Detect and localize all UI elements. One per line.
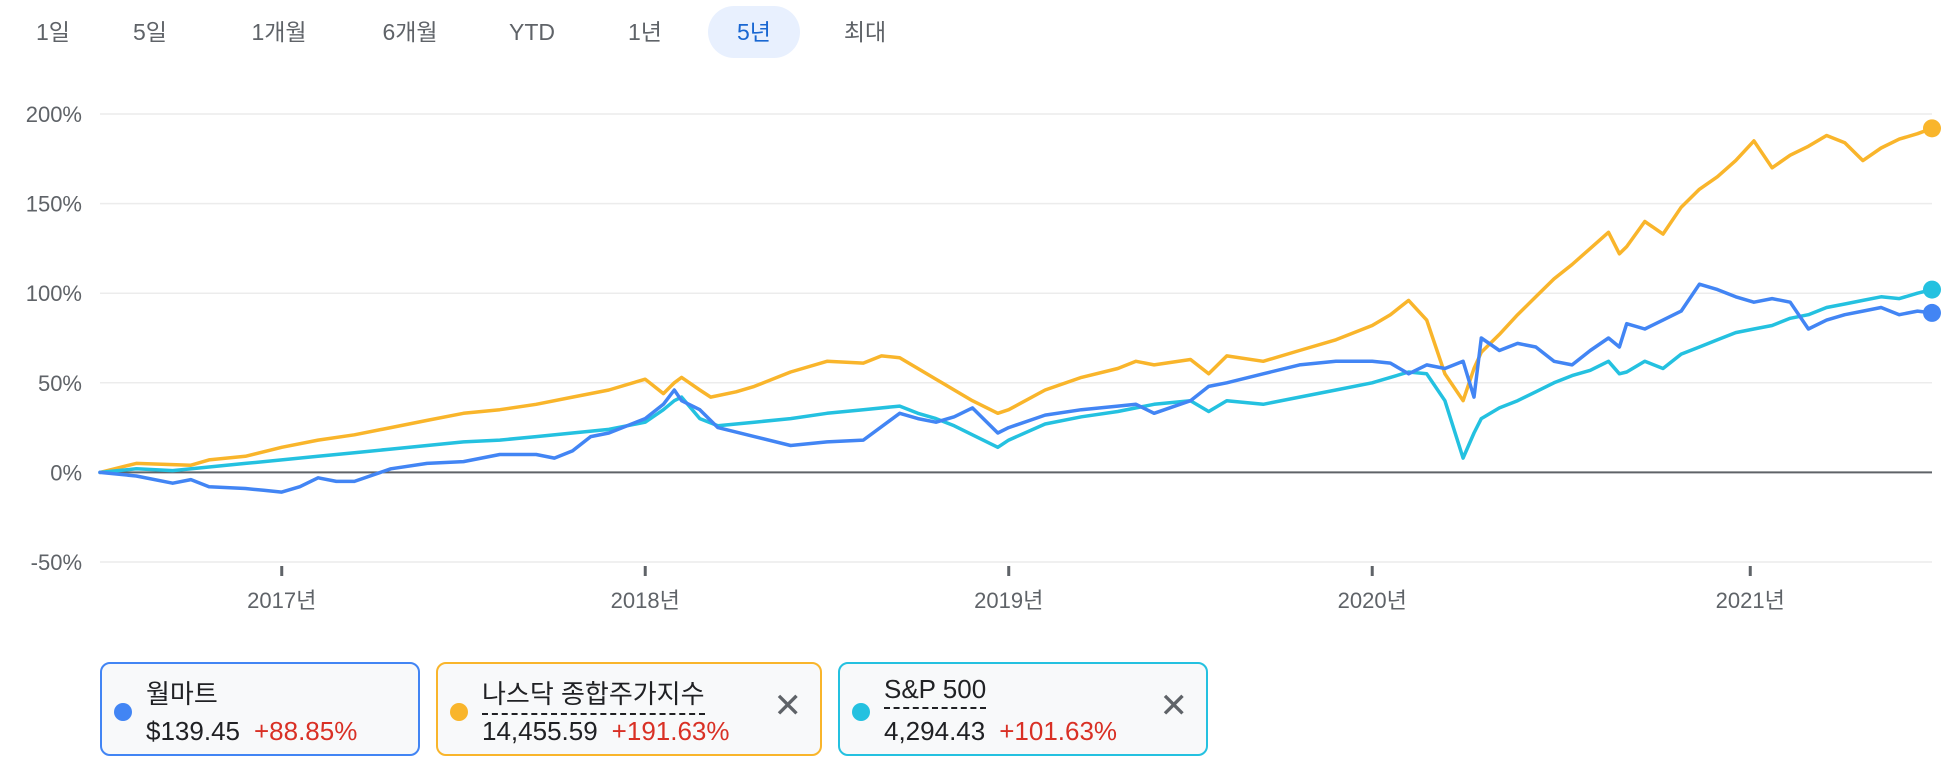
y-tick-label: 0% <box>50 460 82 485</box>
legend-series-name[interactable]: S&P 500 <box>884 674 987 709</box>
line-chart: -50% 0% 50% 100% 150% 200% 2017년 2018년 2019년 202… <box>26 102 1941 613</box>
legend-price: $139.45 <box>146 716 240 746</box>
tab-1y[interactable]: 1년 <box>628 19 662 45</box>
series-endpoint <box>1923 303 1941 322</box>
y-tick-label: 150% <box>26 192 82 217</box>
gridlines <box>100 113 1932 563</box>
tab-1m[interactable]: 1개월 <box>251 19 307 45</box>
legend-change: +88.85% <box>253 716 358 746</box>
tab-ytd[interactable]: YTD <box>509 19 555 45</box>
tab-max[interactable]: 최대 <box>843 19 887 45</box>
legend-price: 14,455.59 <box>482 716 598 746</box>
y-tick-label: -50% <box>31 550 82 575</box>
x-axis: 2017년 2018년 2019년 2020년 2021년 <box>247 566 1785 613</box>
legend-card-sp500[interactable]: S&P 500 4,294.43 +101.63% ✕ <box>838 662 1208 756</box>
x-tick-label: 2019년 <box>974 588 1043 613</box>
series-dot-icon <box>114 703 132 721</box>
legend-price: 4,294.43 <box>884 716 986 746</box>
y-tick-label: 100% <box>26 281 82 306</box>
legend-change: +191.63% <box>611 716 730 746</box>
y-tick-label: 50% <box>38 371 82 396</box>
tab-5d[interactable]: 5일 <box>133 19 167 45</box>
legend-series-name[interactable]: 나스닥 종합주가지수 <box>482 674 705 715</box>
series-line <box>98 126 1934 475</box>
legend-values: $139.45 +88.85% <box>146 716 357 747</box>
x-tick-label: 2017년 <box>247 588 316 613</box>
y-axis: -50% 0% 50% 100% 150% 200% <box>26 102 82 575</box>
series-dot-icon <box>852 703 870 721</box>
close-icon[interactable]: ✕ <box>1159 687 1189 725</box>
tab-1d[interactable]: 1일 <box>36 19 70 45</box>
legend-values: 4,294.43 +101.63% <box>884 716 1117 747</box>
x-tick-label: 2018년 <box>611 588 680 613</box>
x-tick-label: 2021년 <box>1716 588 1785 613</box>
tab-5y[interactable]: 5년 <box>708 6 800 58</box>
legend-card-walmart[interactable]: 월마트 $139.45 +88.85% <box>100 662 420 756</box>
legend-change: +101.63% <box>999 716 1118 746</box>
range-tabs: 1일 5일 1개월 6개월 YTD 1년 5년 최대 <box>0 6 1000 58</box>
legend-card-nasdaq[interactable]: 나스닥 종합주가지수 14,455.59 +191.63% ✕ <box>436 662 822 756</box>
legend-values: 14,455.59 +191.63% <box>482 716 730 747</box>
series-endpoints <box>1923 119 1941 322</box>
series-endpoint <box>1923 280 1941 299</box>
close-icon[interactable]: ✕ <box>773 687 803 725</box>
y-tick-label: 200% <box>26 102 82 127</box>
series-line <box>98 287 1934 475</box>
series-line <box>98 282 1934 494</box>
series-lines <box>98 126 1934 494</box>
legend-series-name: 월마트 <box>146 679 218 709</box>
series-dot-icon <box>450 703 468 721</box>
series-endpoint <box>1923 119 1941 138</box>
x-tick-label: 2020년 <box>1338 588 1407 613</box>
tab-6m[interactable]: 6개월 <box>382 19 438 45</box>
